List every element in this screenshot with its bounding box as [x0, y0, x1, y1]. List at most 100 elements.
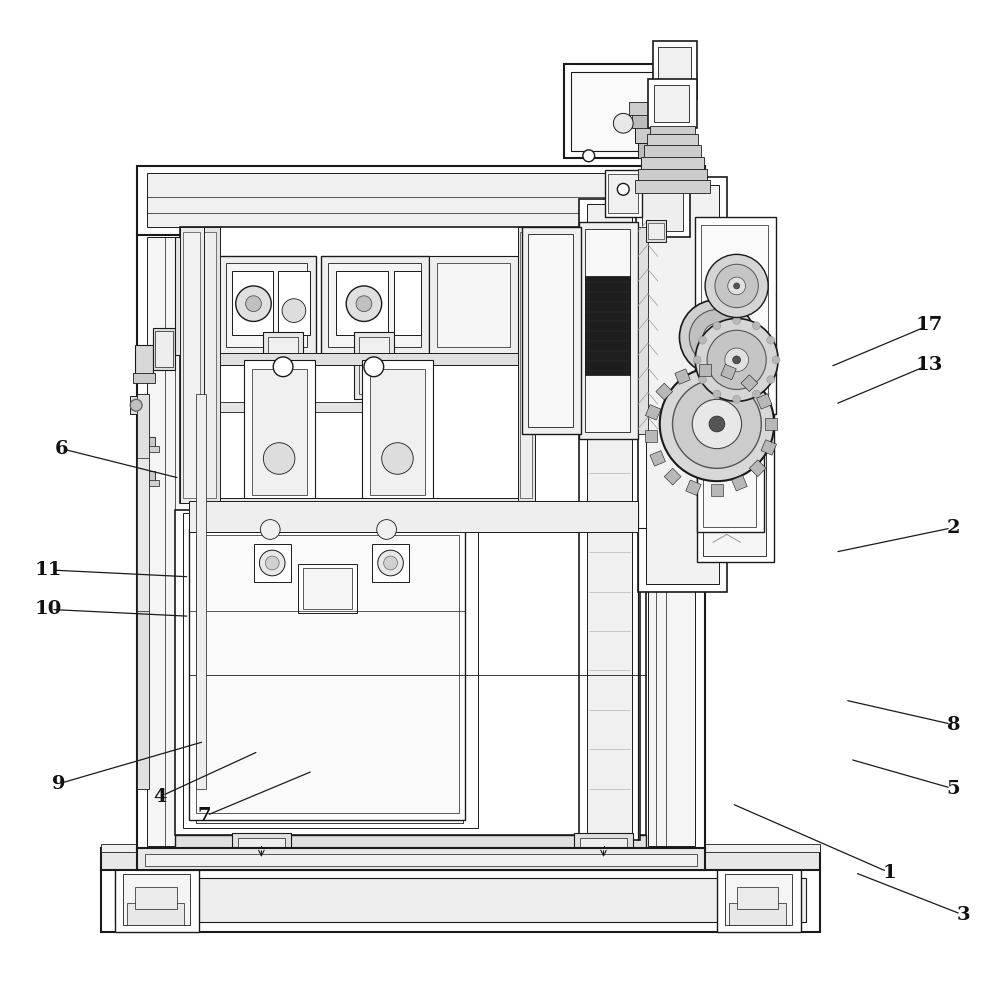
Bar — [580, 838, 627, 853]
Bar — [101, 844, 820, 852]
Bar — [641, 158, 669, 177]
Text: 13: 13 — [915, 356, 943, 374]
Circle shape — [282, 299, 306, 322]
Bar — [701, 225, 768, 408]
Bar — [648, 223, 664, 239]
Bar — [372, 544, 409, 582]
Bar — [155, 331, 173, 367]
Circle shape — [689, 310, 745, 365]
Bar — [232, 833, 291, 858]
Bar — [638, 234, 705, 850]
Bar — [137, 848, 705, 870]
Circle shape — [767, 376, 775, 384]
Bar — [298, 564, 357, 613]
Bar — [137, 166, 705, 235]
Circle shape — [699, 376, 706, 384]
Bar — [437, 263, 510, 347]
Bar — [709, 329, 719, 408]
Circle shape — [377, 520, 396, 539]
Bar — [741, 375, 758, 391]
Bar — [520, 232, 532, 498]
Bar — [141, 480, 159, 486]
Bar — [313, 515, 367, 540]
Bar — [587, 204, 632, 833]
Circle shape — [693, 356, 701, 364]
Bar — [189, 529, 465, 820]
Bar — [703, 416, 766, 556]
Circle shape — [364, 357, 384, 377]
Bar — [308, 510, 372, 544]
Circle shape — [660, 367, 774, 481]
Text: 11: 11 — [35, 561, 62, 579]
Text: 1: 1 — [883, 864, 896, 881]
Bar — [638, 142, 672, 158]
Circle shape — [713, 390, 721, 398]
Bar — [123, 874, 190, 925]
Bar — [535, 241, 582, 396]
Circle shape — [583, 150, 595, 162]
Bar — [202, 227, 220, 503]
Text: 8: 8 — [947, 716, 960, 734]
Bar — [644, 145, 701, 158]
Bar — [646, 185, 719, 584]
Bar — [115, 868, 199, 932]
Bar — [635, 127, 675, 143]
Bar — [518, 227, 535, 503]
Bar — [761, 440, 777, 456]
Text: 7: 7 — [197, 808, 211, 825]
Bar — [608, 174, 638, 213]
Bar — [697, 424, 764, 532]
Circle shape — [246, 296, 261, 312]
Text: 5: 5 — [947, 780, 960, 798]
Bar — [638, 227, 648, 434]
Bar — [219, 498, 520, 508]
Circle shape — [130, 399, 142, 411]
Circle shape — [725, 348, 748, 372]
Bar — [641, 157, 704, 170]
Bar — [183, 513, 478, 828]
Circle shape — [260, 520, 280, 539]
Circle shape — [707, 330, 766, 389]
Bar — [189, 501, 638, 532]
Bar — [695, 217, 776, 414]
Circle shape — [772, 356, 780, 364]
Bar — [226, 263, 307, 347]
Bar — [711, 484, 723, 496]
Bar — [354, 332, 394, 399]
Circle shape — [705, 254, 768, 317]
Bar — [328, 263, 421, 347]
Bar — [571, 72, 666, 151]
Bar — [127, 903, 184, 925]
Bar — [704, 406, 724, 416]
Text: 17: 17 — [915, 317, 943, 334]
Bar — [537, 283, 579, 370]
Bar — [135, 345, 153, 375]
Bar — [650, 451, 665, 466]
Bar — [252, 369, 307, 495]
Bar — [137, 458, 149, 611]
Bar — [336, 271, 388, 335]
Circle shape — [273, 357, 293, 377]
Circle shape — [733, 395, 741, 403]
Bar — [725, 874, 792, 925]
Bar — [175, 510, 646, 835]
Bar — [579, 199, 640, 840]
Circle shape — [356, 296, 372, 312]
Bar — [699, 364, 711, 376]
Circle shape — [699, 336, 706, 344]
Bar — [137, 394, 149, 789]
Text: 4: 4 — [153, 788, 167, 806]
Bar — [703, 432, 756, 527]
Bar — [717, 868, 801, 932]
Bar — [656, 384, 673, 400]
Circle shape — [752, 390, 760, 398]
Bar — [653, 41, 697, 99]
Circle shape — [265, 556, 279, 570]
Bar — [585, 229, 630, 432]
Bar — [737, 887, 778, 909]
Bar — [145, 437, 155, 449]
Circle shape — [712, 332, 722, 342]
Text: 10: 10 — [35, 600, 62, 618]
Bar — [636, 182, 690, 237]
Bar — [629, 102, 680, 115]
